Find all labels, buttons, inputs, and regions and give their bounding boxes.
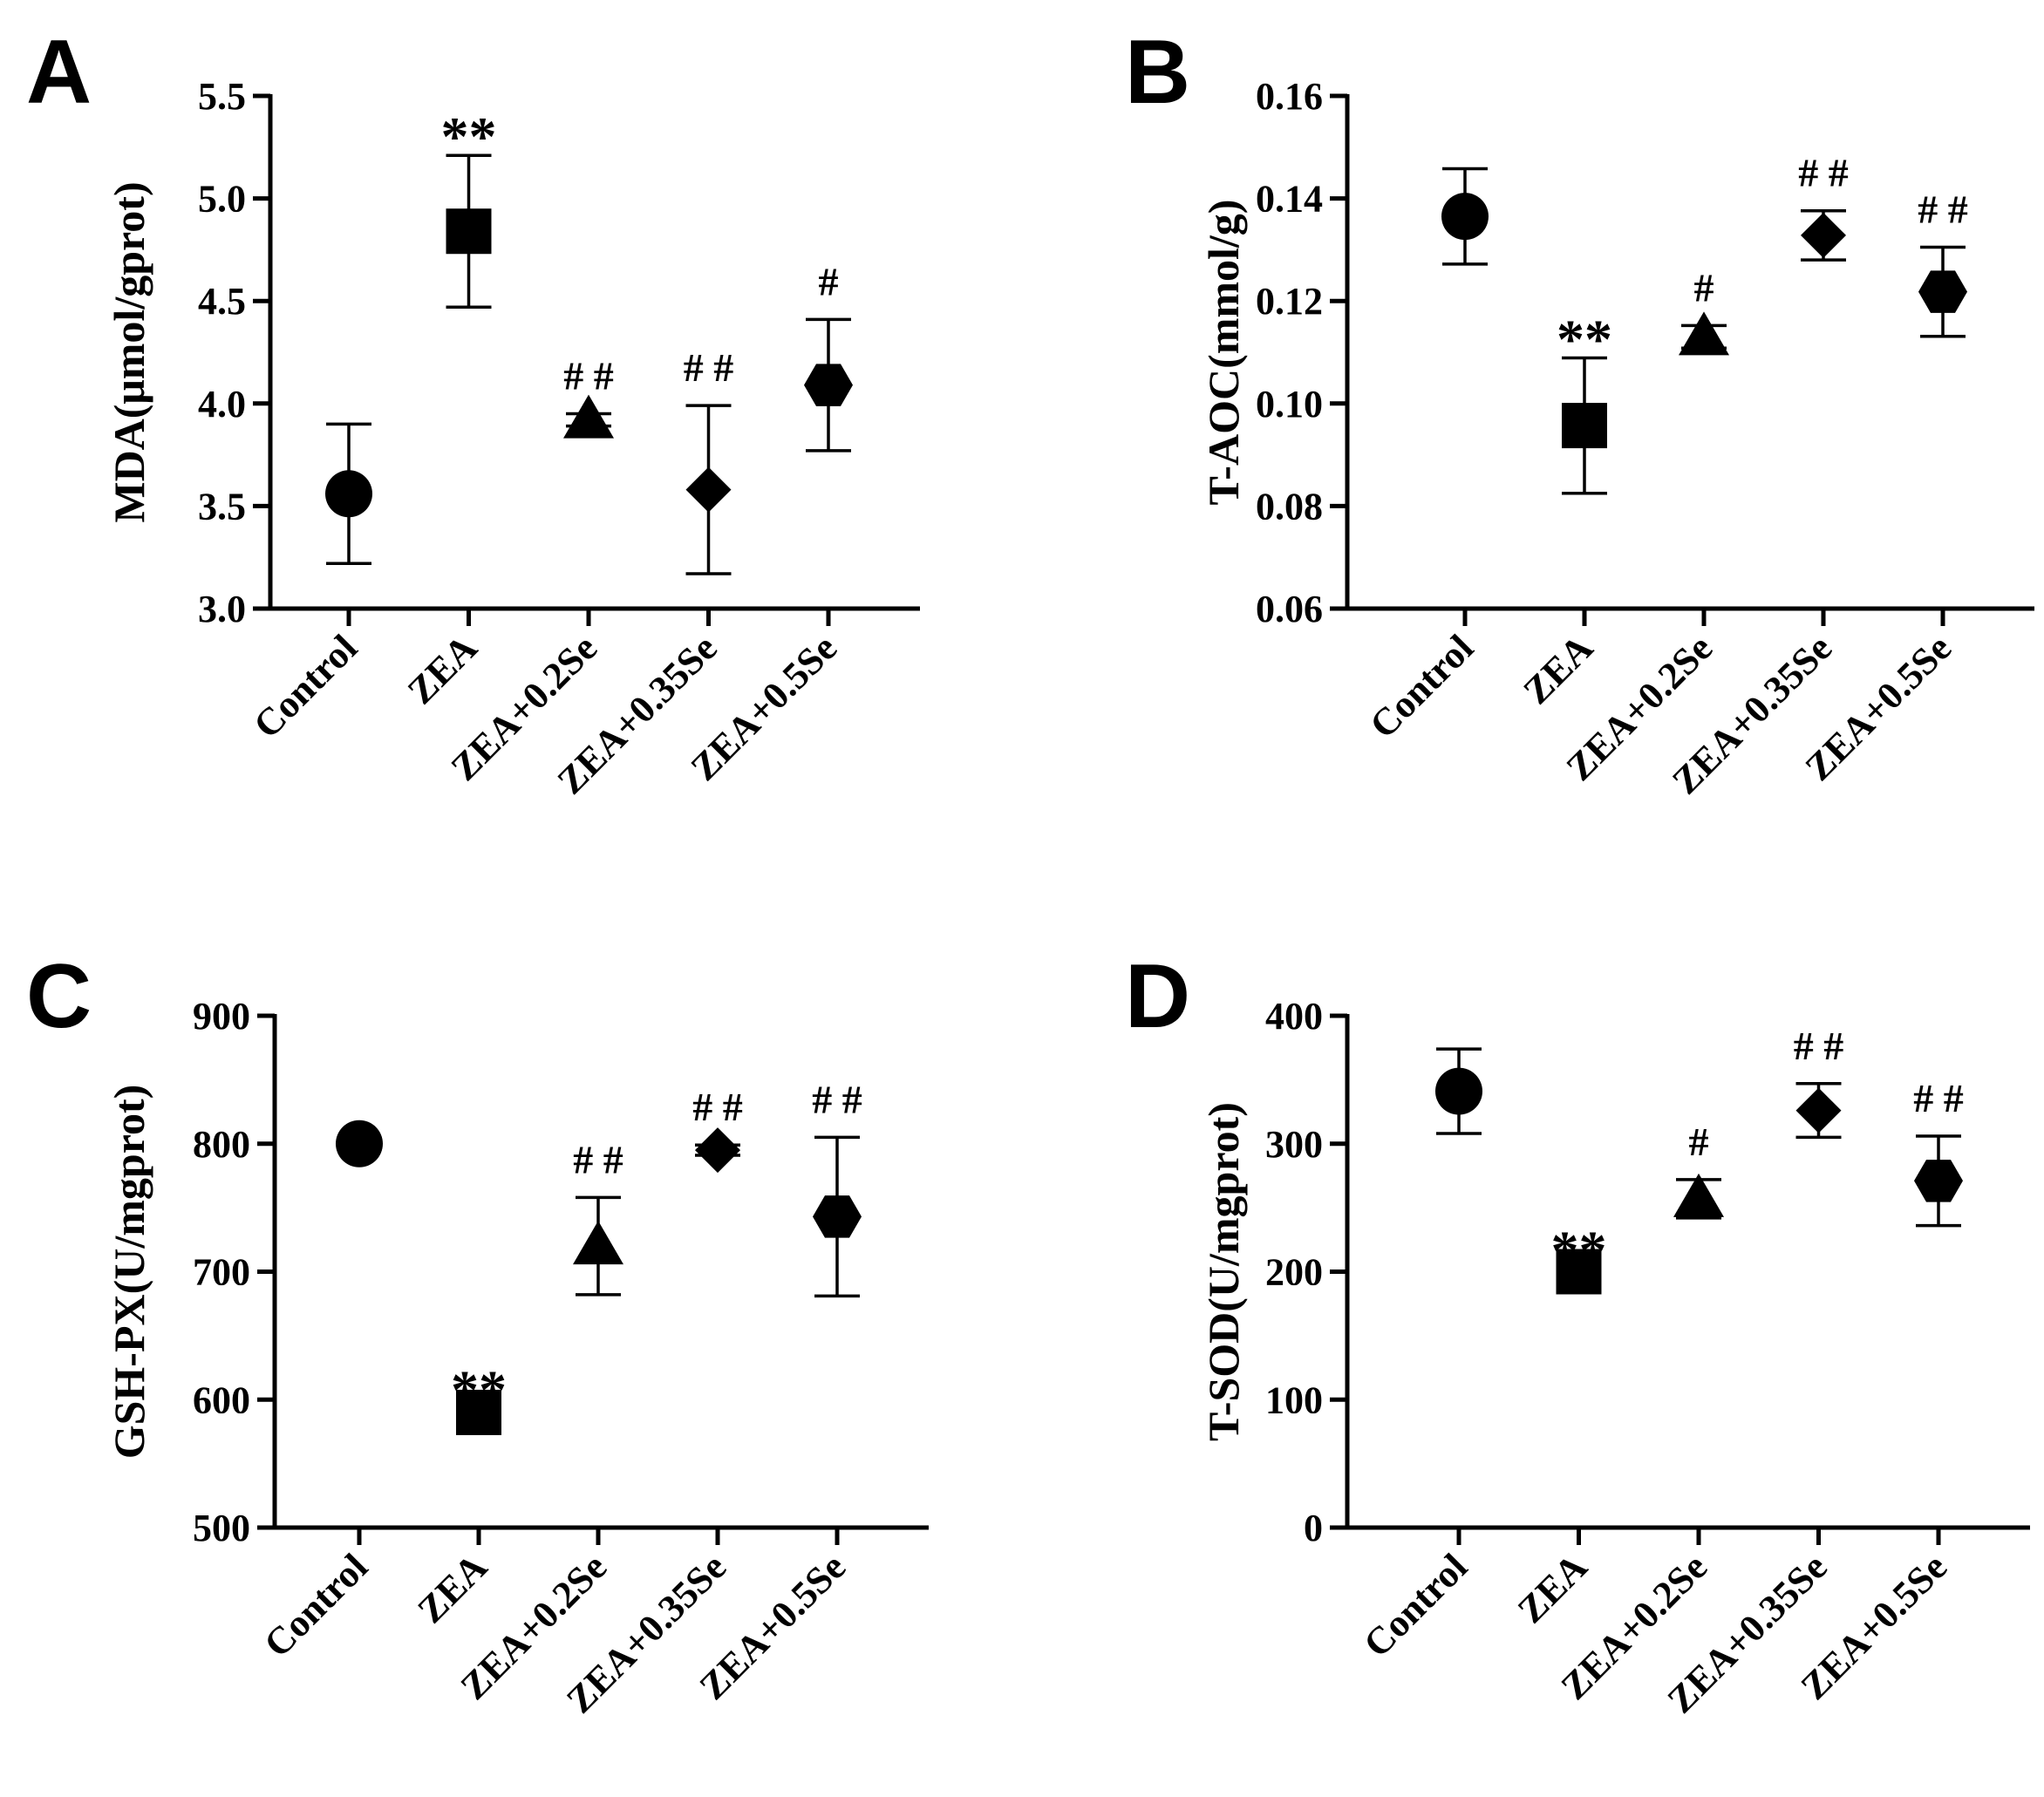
data-point-diamond	[685, 466, 732, 513]
data-point-hexagon	[813, 1195, 862, 1238]
y-tick-label: 0.14	[1256, 178, 1323, 221]
significance-hash: # #	[812, 1077, 862, 1121]
significance-stars: **	[441, 106, 497, 167]
data-point-circle	[325, 470, 372, 518]
y-axis-title: T-SOD(U/mgprot)	[1199, 1102, 1248, 1441]
significance-hash: # #	[1794, 1024, 1844, 1068]
data-point-triangle	[563, 394, 614, 439]
x-tick-label: Control	[1355, 1545, 1475, 1665]
y-tick-label: 200	[1265, 1251, 1323, 1294]
panel-b: B 0.06 0.08 0.10 0.12 0.14 0.16 T-AOC(mmol/g) Co…	[1125, 22, 2034, 802]
y-tick-label: 900	[193, 995, 250, 1038]
x-tick-label: Control	[245, 626, 365, 746]
data-point-circle	[1435, 1067, 1482, 1115]
y-tick-label: 0.16	[1256, 75, 1323, 118]
data-point-square	[446, 208, 492, 255]
y-tick-label: 0	[1304, 1507, 1323, 1549]
significance-hash: # #	[1918, 187, 1968, 231]
significance-hash: # #	[684, 345, 734, 390]
significance-stars: **	[451, 1359, 507, 1421]
y-tick-label: 0.08	[1256, 485, 1323, 528]
y-axis-title: MDA(μmol/gprot)	[105, 181, 153, 522]
y-tick-label: 0.06	[1256, 588, 1323, 630]
significance-stars: **	[1551, 1220, 1607, 1282]
x-tick-label: Control	[1361, 626, 1482, 746]
significance-hash: #	[1689, 1120, 1709, 1164]
y-tick-label: 400	[1265, 995, 1323, 1038]
y-axis-title: GSH-PX(U/mgprot)	[105, 1085, 153, 1460]
data-point-square	[456, 1389, 501, 1435]
panel-letter: B	[1125, 22, 1190, 123]
y-tick-label: 4.5	[198, 280, 246, 323]
y-tick-label: 500	[193, 1507, 250, 1549]
y-tick-label: 5.0	[198, 178, 246, 221]
significance-hash: # #	[1798, 151, 1849, 195]
data-point-triangle	[573, 1221, 623, 1265]
x-tick-label: Control	[256, 1545, 376, 1665]
panel-letter: C	[26, 946, 92, 1047]
significance-hash: # #	[573, 1137, 623, 1181]
y-tick-label: 5.5	[198, 75, 246, 118]
data-point-diamond	[1801, 212, 1846, 258]
y-tick-label: 100	[1265, 1378, 1323, 1421]
y-tick-label: 300	[1265, 1123, 1323, 1166]
y-axis-title: T-AOC(mmol/g)	[1199, 200, 1248, 506]
y-tick-label: 0.12	[1256, 280, 1323, 323]
x-tick-label: ZEA	[1509, 1545, 1596, 1631]
data-point-hexagon	[804, 364, 853, 406]
data-point-triangle	[1679, 311, 1729, 356]
y-tick-label: 3.0	[198, 588, 246, 630]
x-tick-label: ZEA	[399, 626, 486, 712]
data-point-hexagon	[1918, 270, 1967, 313]
significance-hash: #	[1694, 265, 1714, 310]
panel-a: A 3.0 3.5 4.0 4.5 5.0 5.5 MDA(μmol/gprot) Contro…	[26, 22, 920, 802]
data-point-hexagon	[1914, 1160, 1963, 1202]
y-tick-label: 600	[193, 1378, 250, 1421]
panel-letter: D	[1125, 946, 1190, 1047]
data-point-circle	[336, 1120, 383, 1167]
significance-hash: # #	[563, 354, 614, 398]
significance-hash: #	[819, 259, 839, 303]
data-point-square	[1556, 1249, 1602, 1295]
data-point-square	[1562, 403, 1607, 449]
y-tick-label: 0.10	[1256, 383, 1323, 425]
panel-c: C 500 600 700 800 900 GSH-PX(U/mgprot) Control Z…	[26, 946, 929, 1721]
significance-hash: # #	[692, 1085, 743, 1129]
data-point-diamond	[1795, 1087, 1842, 1133]
y-tick-label: 700	[193, 1251, 250, 1294]
data-point-circle	[1441, 193, 1489, 241]
x-tick-label: ZEA	[409, 1545, 495, 1631]
panel-letter: A	[26, 22, 92, 123]
x-tick-label: ZEA	[1515, 626, 1601, 712]
data-point-diamond	[695, 1127, 740, 1174]
y-tick-label: 3.5	[198, 485, 246, 528]
panel-d: D 0 100 200 300 400 T-SOD(U/mgprot) Control ZEA *…	[1125, 946, 2030, 1721]
significance-stars: **	[1557, 308, 1612, 370]
y-tick-label: 800	[193, 1123, 250, 1166]
y-tick-label: 4.0	[198, 383, 246, 425]
significance-hash: # #	[1913, 1076, 1964, 1120]
data-point-triangle	[1673, 1173, 1724, 1217]
